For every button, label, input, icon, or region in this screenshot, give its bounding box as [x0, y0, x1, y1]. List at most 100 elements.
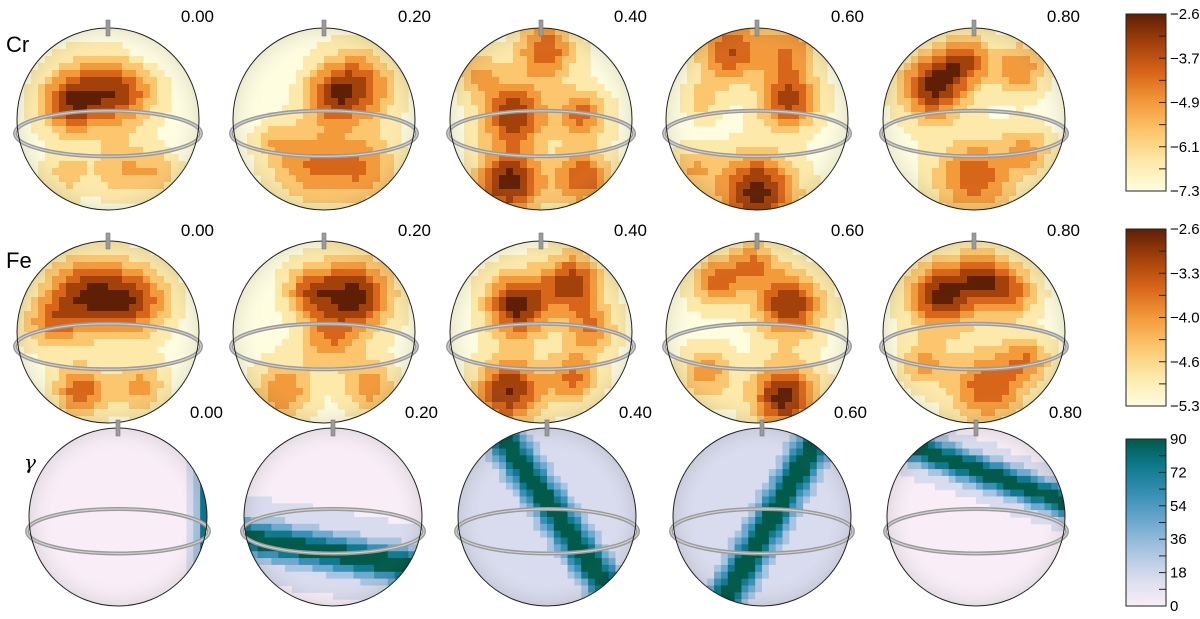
row-label-fe: Fe	[6, 248, 32, 273]
colorbar-tick-label: −5.3	[1170, 398, 1200, 415]
phase-label: 0.60	[834, 403, 867, 422]
sphere-surface	[17, 28, 199, 210]
sphere-map	[669, 419, 855, 607]
colorbar-tick-label: 90	[1170, 431, 1187, 448]
row-label-cr: Cr	[6, 32, 29, 57]
row-cr: 0.00 0.20 0.40 0.60 0.80	[13, 7, 1080, 211]
rotation-pole-marker	[759, 419, 765, 437]
phase-label: 0.80	[1047, 221, 1080, 240]
sphere-map	[25, 419, 211, 607]
colorbar-tick-label: 36	[1170, 531, 1187, 548]
rotation-pole-marker	[321, 19, 327, 37]
phase-label: 0.00	[181, 221, 214, 240]
equator-ring-highlight	[241, 508, 425, 555]
phase-label: 0.40	[619, 403, 652, 422]
rotation-pole-marker	[538, 19, 544, 37]
equator-ring-highlight	[447, 323, 635, 370]
colorbar-ticks: −2.6 −3.3 −4.0 −4.6 −5.3	[1159, 221, 1200, 415]
phase-label: 0.80	[1047, 7, 1080, 26]
sphere-surface	[233, 28, 415, 210]
sphere-map	[879, 19, 1069, 211]
phase-label: 0.20	[398, 7, 431, 26]
sphere-map	[883, 419, 1069, 607]
equator-ring-highlight	[14, 323, 202, 370]
rotation-pole-marker	[973, 419, 979, 437]
sphere-map	[662, 232, 852, 424]
rotation-pole-marker	[971, 19, 977, 37]
phase-label: 0.60	[831, 7, 864, 26]
sphere-map	[454, 419, 640, 607]
equator-ring-highlight	[230, 323, 418, 370]
equator-ring-highlight	[26, 508, 210, 555]
phase-label: 0.40	[614, 221, 647, 240]
colorbar-ticks: 90 72 54 36 18 0	[1159, 431, 1187, 615]
equator-ring-highlight	[14, 110, 202, 157]
sphere-map	[13, 19, 203, 211]
colorbar-tick-label: 54	[1170, 498, 1187, 515]
sphere-map	[240, 419, 426, 607]
sphere-map	[229, 19, 419, 211]
colorbar-tick-label: −2.6	[1170, 6, 1200, 23]
equator-ring-highlight	[880, 323, 1068, 370]
rotation-pole-marker	[538, 232, 544, 250]
colorbar-cr: −2.6 −3.7 −4.9 −6.1 −7.3	[1125, 6, 1200, 200]
sphere-map	[13, 232, 203, 424]
phase-label: 0.40	[614, 7, 647, 26]
sphere-map	[662, 19, 852, 211]
sphere-surface	[666, 28, 848, 210]
phase-label: 0.00	[190, 403, 223, 422]
phase-label: 0.80	[1049, 403, 1082, 422]
row-fe: 0.00 0.20 0.40 0.60 0.80	[13, 221, 1080, 424]
rotation-pole-marker	[544, 419, 550, 437]
rotation-pole-marker	[754, 232, 760, 250]
colorbar-ticks: −2.6 −3.7 −4.9 −6.1 −7.3	[1159, 6, 1200, 200]
rotation-pole-marker	[115, 419, 121, 437]
colorbar-tick-label: −2.6	[1170, 221, 1200, 238]
equator-ring-highlight	[230, 110, 418, 157]
colorbar-tick-label: 18	[1170, 565, 1187, 582]
colorbar-tick-label: −3.3	[1170, 265, 1200, 282]
equator-ring-highlight	[663, 110, 851, 157]
rotation-pole-marker	[971, 232, 977, 250]
equator-ring-highlight	[670, 508, 854, 555]
rotation-pole-marker	[754, 19, 760, 37]
row-label-gamma: γ	[24, 450, 36, 474]
colorbar-fe: −2.6 −3.3 −4.0 −4.6 −5.3	[1125, 221, 1200, 415]
colorbar-gamma: 90 72 54 36 18 0	[1125, 431, 1187, 615]
phase-label: 0.60	[831, 221, 864, 240]
equator-ring-highlight	[884, 508, 1068, 555]
colorbar-tick-label: −4.6	[1170, 354, 1200, 371]
phase-label: 0.20	[398, 221, 431, 240]
colorbar-tick-label: 72	[1170, 464, 1187, 481]
colorbar-tick-label: −4.9	[1170, 95, 1200, 112]
sphere-map	[446, 232, 636, 424]
rotation-pole-marker	[105, 232, 111, 250]
sphere-map	[229, 232, 419, 424]
colorbar-tick-label: −7.3	[1170, 183, 1200, 200]
colorbar-tick-label: −6.1	[1170, 139, 1200, 156]
equator-ring-highlight	[455, 508, 639, 555]
sphere-surface	[17, 241, 199, 423]
sphere-surface	[883, 241, 1065, 423]
equator-ring-highlight	[880, 110, 1068, 157]
sphere-surface	[450, 241, 632, 423]
sphere-surface	[29, 428, 207, 606]
phase-label: 0.20	[405, 403, 438, 422]
sphere-surface	[666, 241, 848, 423]
row-gamma: 0.00 0.20 0.40 0.60 0.80	[25, 403, 1082, 607]
equator-ring-highlight	[663, 323, 851, 370]
sphere-map	[446, 19, 636, 211]
sphere-surface	[450, 28, 632, 210]
rotation-pole-marker	[321, 232, 327, 250]
phase-label: 0.00	[181, 7, 214, 26]
colorbar-tick-label: 0	[1170, 598, 1178, 615]
rotation-pole-marker	[105, 19, 111, 37]
equator-ring-highlight	[447, 110, 635, 157]
colorbar-tick-label: −3.7	[1170, 50, 1200, 67]
sphere-surface	[244, 428, 422, 606]
sphere-map	[879, 232, 1069, 424]
rotation-pole-marker	[330, 419, 336, 437]
sphere-surface	[233, 241, 415, 423]
colorbar-tick-label: −4.0	[1170, 310, 1200, 327]
